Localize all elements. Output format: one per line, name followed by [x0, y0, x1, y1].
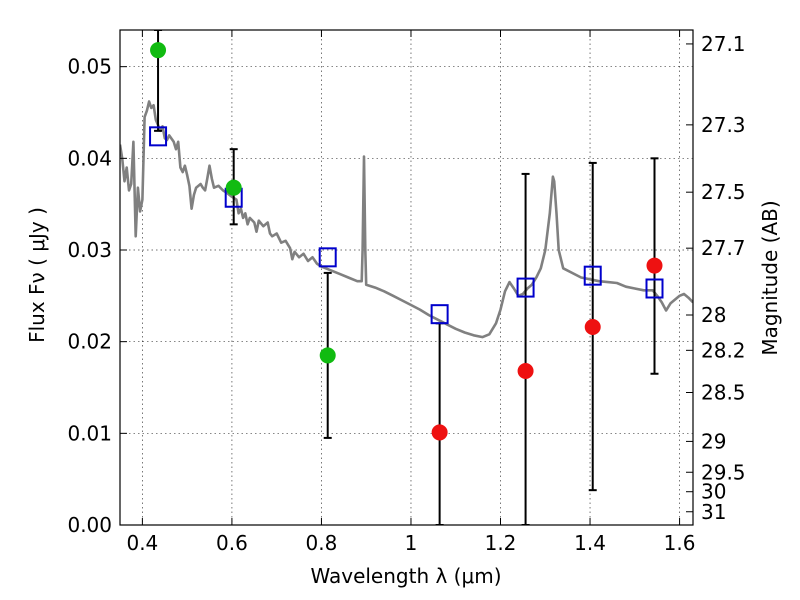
y-tick-label: 0.00: [67, 513, 112, 537]
y-tick-label: 0.02: [67, 330, 112, 354]
plot-frame: [119, 29, 694, 526]
green-data-point: [150, 42, 167, 59]
spectrum-line: [120, 100, 693, 339]
right-tick-label: 28.5: [701, 381, 746, 405]
observed-points-series: [150, 42, 663, 441]
y-axis-label: Flux Fν ( μJy ): [25, 207, 49, 343]
red-data-point: [584, 319, 601, 335]
right-tick-label: 29.5: [701, 460, 746, 484]
x-tick-label: 0.4: [126, 531, 158, 555]
right-tick-label: 28: [701, 303, 726, 327]
x-tick-label: 1.4: [574, 531, 606, 555]
green-data-point: [319, 347, 336, 364]
model-photometry-square: [430, 304, 449, 325]
x-tick-label: 0.8: [306, 531, 338, 555]
y-tick-label: 0.05: [67, 55, 112, 79]
right-tick-label: 30: [701, 480, 726, 504]
ticks: 0.4 0.6 0.8 1 1.2 1.4 1.6 0.00 0.01 0.02 0.03 0.04 0…: [67, 30, 746, 555]
x-tick-label: 1.2: [485, 531, 517, 555]
grid: [120, 30, 693, 525]
x-axis-label: Wavelength λ (μm): [310, 564, 501, 588]
y-tick-label: 0.01: [67, 421, 112, 445]
red-data-point: [646, 257, 663, 274]
model-photometry-square: [516, 277, 535, 298]
x-tick-label: 1: [405, 531, 418, 555]
right-tick-label: 31: [701, 500, 726, 524]
x-tick-label: 0.6: [216, 531, 248, 555]
right-tick-label: 27.3: [701, 113, 746, 137]
model-photometry-square: [318, 247, 337, 268]
right-tick-label: 27.5: [701, 180, 746, 204]
right-tick-label: 27.1: [701, 32, 746, 56]
y-tick-label: 0.04: [67, 146, 112, 170]
x-tick-label: 1.6: [664, 531, 696, 555]
right-tick-label: 29: [701, 429, 726, 453]
y-tick-label: 0.03: [67, 238, 112, 262]
spectrum-series: [120, 100, 693, 339]
right-tick-label: 27.7: [701, 236, 746, 260]
model-photometry-square: [645, 278, 664, 299]
green-data-point: [225, 179, 242, 196]
model-photometry-square: [583, 265, 602, 286]
red-data-point: [431, 424, 448, 441]
red-data-point: [517, 363, 534, 379]
right-axis-label: Magnitude (AB): [758, 200, 782, 355]
model-photometry-series: [149, 126, 664, 325]
model-photometry-square: [149, 126, 168, 147]
right-tick-label: 28.2: [701, 338, 746, 362]
